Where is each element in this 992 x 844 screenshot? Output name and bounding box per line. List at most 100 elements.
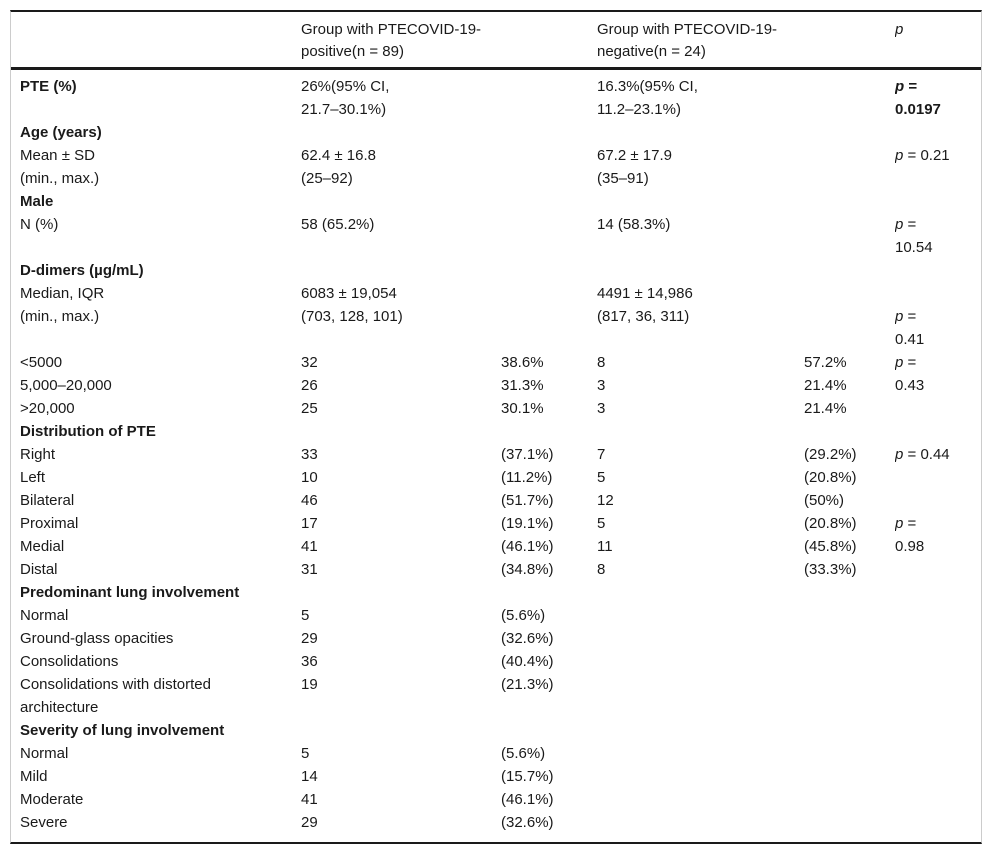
cell-group2-value <box>597 627 895 650</box>
cell-group1-percent: (46.1%) <box>501 538 554 555</box>
table-row: Medial 41 (46.1%) 11 (45.8%) <box>11 535 981 558</box>
cell-pvalue <box>895 650 981 673</box>
cell-group2-value: 67.2 ± 17.9 <box>597 147 672 164</box>
cell-group1-count: 14 <box>301 768 318 785</box>
p-symbol: p <box>895 216 904 233</box>
table-row: Bilateral 46 (51.7%) 12 (50%) <box>11 489 981 512</box>
cell-group2-count: 12 <box>597 492 614 509</box>
row-label: Normal <box>20 745 69 762</box>
cell-group1-count: 32 <box>301 354 318 371</box>
cell-pvalue <box>895 420 981 443</box>
cell-group1-percent: 31.3% <box>501 377 544 394</box>
row-label: Moderate <box>20 791 84 808</box>
cell-group2-percent: (20.8%) <box>804 469 857 486</box>
cell-group1-count: 19 <box>301 676 318 693</box>
cell-pvalue <box>895 604 981 627</box>
row-label: Median, IQR <box>20 285 105 302</box>
cell-group1-count: 10 <box>301 469 318 486</box>
cell-group1-value: (25–92) <box>301 170 353 187</box>
row-label: Left <box>20 469 46 486</box>
cell-pvalue <box>895 581 981 604</box>
table-row: Proximal 17 (19.1%) 5 (20.8%) p = 0.98 <box>11 512 981 555</box>
row-section-label: PTE (%) <box>20 78 77 95</box>
cell-group1-value: 26%(95% CI, 21.7–30.1%) <box>301 78 390 118</box>
cell-group1-value <box>301 420 597 443</box>
cell-group1-value <box>301 190 597 213</box>
cell-group1-percent: (46.1%) <box>501 791 554 808</box>
row-label: Mean ± SD <box>20 147 95 164</box>
table-row: Age (years) <box>11 121 981 144</box>
cell-group1-percent: (19.1%) <box>501 515 554 532</box>
header-row: Group with PTECOVID-19- positive(n = 89)… <box>11 12 981 70</box>
row-label: Consolidations with distorted architectu… <box>20 676 211 716</box>
cell-pvalue: p = 0.43 <box>895 354 925 394</box>
comparison-table-container: Group with PTECOVID-19- positive(n = 89)… <box>10 10 982 844</box>
cell-group1-count: 41 <box>301 538 318 555</box>
row-label: Normal <box>20 607 69 624</box>
cell-group2-percent: (29.2%) <box>804 446 857 463</box>
table-row: <5000 32 38.6% 8 57.2% p = 0.43 <box>11 351 981 394</box>
cell-group1-count: 17 <box>301 515 318 532</box>
table-row: Left 10 (11.2%) 5 (20.8%) <box>11 466 981 489</box>
cell-group2-value <box>597 673 895 719</box>
cell-group2-percent: (50%) <box>804 492 845 509</box>
cell-group1-value <box>301 121 597 144</box>
table-row: (min., max.) (25–92) (35–91) <box>11 167 981 190</box>
cell-group2-value: 16.3%(95% CI, 11.2–23.1%) <box>597 78 698 118</box>
table-row: Ground-glass opacities 29 (32.6%) <box>11 627 981 650</box>
cell-group1-value: 62.4 ± 16.8 <box>301 147 376 164</box>
cell-group1-count: 33 <box>301 446 318 463</box>
table-row: Distribution of PTE <box>11 420 981 443</box>
table-row: Consolidations 36 (40.4%) <box>11 650 981 673</box>
cell-group2-value <box>597 604 895 627</box>
table-body: PTE (%) 26%(95% CI, 21.7–30.1%) 16.3%(95% … <box>11 69 981 835</box>
cell-pvalue: p = 0.44 <box>895 446 950 463</box>
cell-group2-value <box>597 190 895 213</box>
row-label: Medial <box>20 538 65 555</box>
cell-group2-value: (35–91) <box>597 170 649 187</box>
row-label: Distal <box>20 561 58 578</box>
row-label: Severe <box>20 814 68 831</box>
cell-pvalue <box>895 121 981 144</box>
cell-pvalue: p = 10.54 <box>895 216 933 256</box>
cell-group2-percent: 21.4% <box>804 377 847 394</box>
table-row: 5,000–20,000 26 31.3% 3 21.4% <box>11 374 981 397</box>
row-section-label: D-dimers (µg/mL) <box>20 262 144 279</box>
row-section-label: Age (years) <box>20 124 102 141</box>
table-row: Consolidations with distorted architectu… <box>11 673 981 719</box>
row-label: N (%) <box>20 216 59 233</box>
cell-group1-count: 36 <box>301 653 318 670</box>
cell-pvalue <box>895 811 981 834</box>
table-row: Normal 5 (5.6%) <box>11 604 981 627</box>
cell-group2-value <box>597 259 895 282</box>
row-label: Consolidations <box>20 653 119 670</box>
cell-group1-value: 6083 ± 19,054 <box>301 285 397 302</box>
cell-group1-count: 26 <box>301 377 318 394</box>
cell-group2-value: 14 (58.3%) <box>597 216 671 233</box>
cell-group1-count: 29 <box>301 814 318 831</box>
cell-group1-value <box>301 259 597 282</box>
cell-pvalue <box>895 489 981 512</box>
cell-pvalue <box>895 466 981 489</box>
cell-group2-value <box>597 121 895 144</box>
row-label: 5,000–20,000 <box>20 377 112 394</box>
p-symbol: p <box>895 446 904 463</box>
table-row: Median, IQR 6083 ± 19,054 4491 ± 14,986 <box>11 282 981 305</box>
cell-group2-value: (817, 36, 311) <box>597 308 690 325</box>
cell-pvalue: p = 0.41 <box>895 308 925 348</box>
cell-group1-value: (703, 128, 101) <box>301 308 403 325</box>
cell-group1-count: 46 <box>301 492 318 509</box>
cell-group2-percent: (45.8%) <box>804 538 857 555</box>
cell-group2-value: 4491 ± 14,986 <box>597 285 693 302</box>
header-empty-cell <box>11 12 301 70</box>
cell-group1-count: 41 <box>301 791 318 808</box>
cell-group2-count: 5 <box>597 469 606 486</box>
cell-pvalue <box>895 282 981 305</box>
cell-group2-percent: 21.4% <box>804 400 847 417</box>
cell-group1-percent: (5.6%) <box>501 607 546 624</box>
table-row: Distal 31 (34.8%) 8 (33.3%) <box>11 558 981 581</box>
table-row: Severity of lung involvement <box>11 719 981 742</box>
p-symbol: p <box>895 147 904 164</box>
row-section-label: Male <box>20 193 54 210</box>
cell-group2-value <box>597 650 895 673</box>
